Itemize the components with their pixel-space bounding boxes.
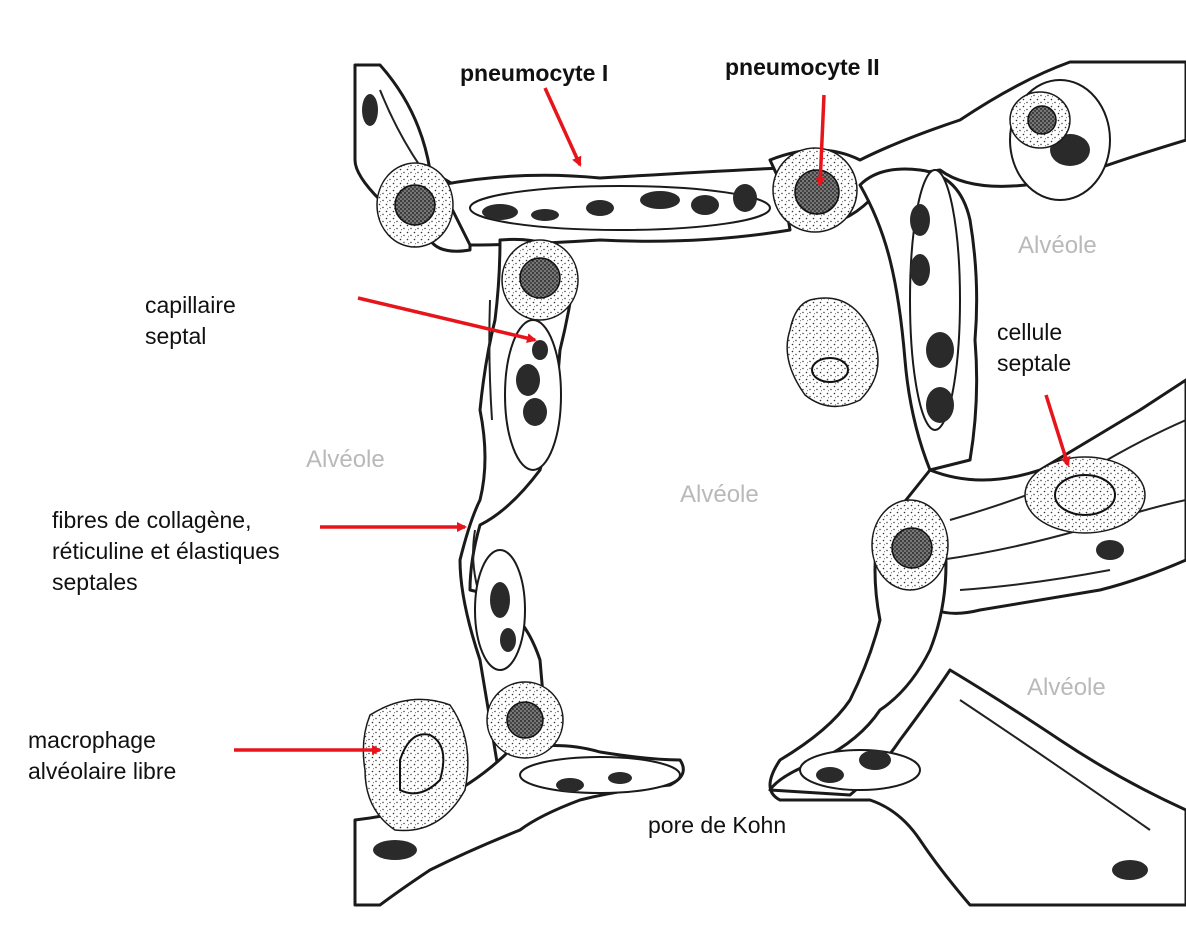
label-capillaire-septal: capillaire septal xyxy=(145,290,236,352)
septum-right-lower xyxy=(768,511,1186,907)
collagen-fibres xyxy=(379,89,1186,831)
label-macrophage: macrophage alvéolaire libre xyxy=(28,725,176,787)
arrow-capillaire xyxy=(357,296,537,344)
nuclei xyxy=(394,105,1116,795)
label-fibres-line-1: fibres de collagène, xyxy=(52,507,252,533)
label-macrophage-line-2: alvéolaire libre xyxy=(28,758,177,784)
label-fibres-line-2: réticuline et élastiques xyxy=(52,538,280,564)
red-blood-cells xyxy=(362,94,1148,880)
label-alveole-right-bottom: Alvéole xyxy=(1027,674,1106,701)
label-capillaire-line-1: capillaire xyxy=(145,292,236,318)
label-capillaire-line-2: septal xyxy=(145,323,207,349)
label-alveole-right-top: Alvéole xyxy=(1018,232,1097,259)
arrow-pneumocyte-1 xyxy=(543,87,582,167)
label-cellule-line-2: septale xyxy=(997,350,1072,376)
label-alveole-center: Alvéole xyxy=(680,481,759,508)
label-pneumocyte-1: pneumocyte I xyxy=(460,60,609,86)
label-cellule-septale: cellule septale xyxy=(997,317,1071,379)
label-pneumocyte-2: pneumocyte II xyxy=(725,54,880,80)
annotation-arrows xyxy=(234,87,1071,755)
label-pore-de-kohn: pore de Kohn xyxy=(648,812,787,838)
arrow-cellule-septale xyxy=(1044,394,1071,467)
label-alveole-left: Alvéole xyxy=(306,446,385,473)
label-fibres: fibres de collagène, réticuline et élast… xyxy=(52,505,280,598)
stippled-cells xyxy=(362,91,1146,832)
label-fibres-line-3: septales xyxy=(52,569,138,595)
label-cellule-line-1: cellule xyxy=(997,319,1063,345)
arrow-pneumocyte-2 xyxy=(815,94,826,187)
label-macrophage-line-1: macrophage xyxy=(28,727,156,753)
